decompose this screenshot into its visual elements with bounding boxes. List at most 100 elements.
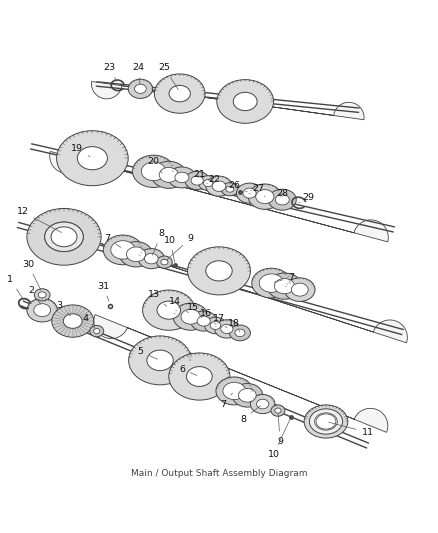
Text: 31: 31 — [97, 281, 110, 301]
Text: 29: 29 — [299, 193, 314, 203]
Ellipse shape — [232, 384, 263, 407]
Ellipse shape — [34, 304, 50, 317]
Ellipse shape — [133, 155, 174, 188]
Text: 1: 1 — [7, 275, 23, 299]
Ellipse shape — [226, 186, 234, 192]
Ellipse shape — [230, 325, 251, 341]
Ellipse shape — [111, 241, 135, 259]
Ellipse shape — [243, 188, 256, 198]
Ellipse shape — [51, 227, 77, 247]
Text: 12: 12 — [17, 207, 62, 232]
Ellipse shape — [187, 367, 212, 386]
Text: 8: 8 — [152, 229, 164, 255]
Ellipse shape — [252, 268, 291, 298]
Ellipse shape — [143, 290, 195, 330]
Ellipse shape — [45, 222, 83, 252]
Ellipse shape — [34, 289, 50, 301]
Ellipse shape — [169, 353, 230, 400]
Ellipse shape — [64, 314, 82, 328]
Ellipse shape — [157, 301, 180, 319]
Ellipse shape — [161, 260, 168, 265]
Ellipse shape — [276, 195, 289, 205]
Text: 25: 25 — [159, 63, 178, 90]
Ellipse shape — [304, 405, 348, 438]
Text: 20: 20 — [148, 157, 162, 173]
Ellipse shape — [38, 292, 46, 298]
Text: 24: 24 — [132, 63, 144, 85]
Ellipse shape — [285, 278, 315, 302]
Polygon shape — [57, 230, 407, 343]
Ellipse shape — [129, 336, 191, 385]
Text: 7: 7 — [105, 233, 121, 247]
Ellipse shape — [197, 316, 210, 326]
Ellipse shape — [138, 248, 164, 269]
Ellipse shape — [154, 74, 205, 113]
Ellipse shape — [151, 161, 186, 188]
Ellipse shape — [233, 92, 257, 111]
Ellipse shape — [216, 377, 253, 405]
Text: 30: 30 — [22, 260, 41, 290]
Text: 6: 6 — [179, 365, 197, 375]
Ellipse shape — [173, 303, 208, 330]
Polygon shape — [49, 151, 389, 242]
Text: 16: 16 — [200, 309, 215, 324]
Ellipse shape — [268, 189, 296, 210]
Text: 22: 22 — [208, 175, 221, 184]
Ellipse shape — [251, 394, 275, 414]
Ellipse shape — [206, 176, 232, 196]
Ellipse shape — [215, 320, 239, 338]
Ellipse shape — [27, 298, 57, 322]
Text: 10: 10 — [268, 419, 290, 459]
Ellipse shape — [206, 261, 232, 281]
Text: 8: 8 — [240, 406, 261, 424]
Ellipse shape — [316, 414, 336, 429]
Ellipse shape — [191, 311, 217, 331]
Polygon shape — [92, 82, 364, 120]
Ellipse shape — [181, 309, 200, 324]
Text: 9: 9 — [166, 233, 194, 260]
Text: 2: 2 — [28, 286, 41, 304]
Ellipse shape — [259, 274, 283, 292]
Text: 28: 28 — [276, 189, 288, 198]
Text: 27: 27 — [252, 184, 265, 197]
Text: 3: 3 — [57, 301, 71, 316]
Ellipse shape — [45, 222, 83, 252]
Ellipse shape — [267, 273, 302, 299]
Ellipse shape — [52, 305, 94, 337]
Ellipse shape — [175, 172, 189, 183]
Ellipse shape — [127, 247, 146, 262]
Ellipse shape — [191, 176, 203, 185]
Text: 19: 19 — [71, 144, 90, 157]
Ellipse shape — [235, 329, 245, 337]
Text: 5: 5 — [138, 347, 158, 359]
Text: 9: 9 — [277, 414, 283, 446]
Ellipse shape — [314, 413, 337, 430]
Ellipse shape — [205, 317, 226, 334]
Ellipse shape — [210, 321, 221, 329]
Ellipse shape — [168, 167, 196, 188]
Ellipse shape — [27, 208, 101, 265]
Ellipse shape — [221, 183, 239, 196]
Ellipse shape — [248, 184, 282, 209]
Ellipse shape — [103, 235, 143, 265]
Text: 7: 7 — [274, 273, 294, 282]
Text: 4: 4 — [83, 314, 95, 328]
Ellipse shape — [187, 247, 251, 295]
Ellipse shape — [94, 328, 100, 334]
Text: 26: 26 — [228, 181, 247, 192]
Ellipse shape — [169, 85, 191, 102]
Ellipse shape — [275, 408, 281, 413]
Ellipse shape — [239, 389, 256, 402]
Ellipse shape — [141, 162, 166, 181]
Ellipse shape — [274, 279, 295, 294]
Ellipse shape — [256, 190, 274, 204]
Ellipse shape — [271, 405, 285, 416]
Text: 17: 17 — [213, 314, 227, 328]
Ellipse shape — [90, 326, 104, 337]
Text: 7: 7 — [220, 393, 233, 408]
Text: 10: 10 — [164, 236, 176, 262]
Text: 18: 18 — [228, 319, 240, 332]
Ellipse shape — [204, 180, 213, 187]
Ellipse shape — [237, 183, 263, 203]
Text: 15: 15 — [187, 303, 202, 318]
